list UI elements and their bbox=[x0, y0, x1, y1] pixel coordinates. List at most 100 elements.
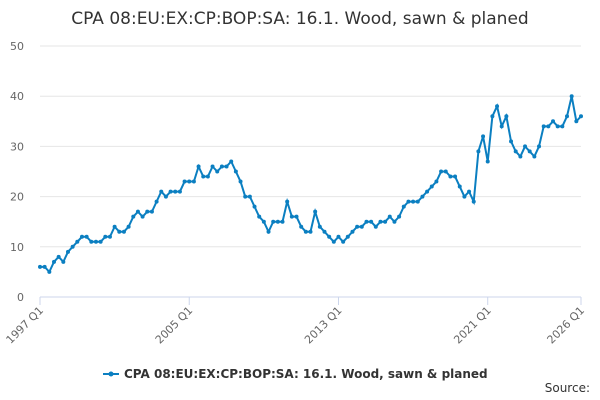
point bbox=[271, 219, 276, 224]
point bbox=[532, 154, 537, 159]
point bbox=[411, 199, 416, 204]
point bbox=[89, 239, 94, 244]
point bbox=[462, 194, 467, 199]
point bbox=[569, 94, 574, 99]
point bbox=[196, 164, 201, 169]
point bbox=[149, 209, 154, 214]
point bbox=[457, 184, 462, 189]
point bbox=[499, 124, 504, 129]
point bbox=[350, 229, 355, 234]
point bbox=[103, 234, 108, 239]
point bbox=[387, 214, 392, 219]
y-tick-label: 50 bbox=[10, 40, 24, 53]
point bbox=[140, 214, 145, 219]
point bbox=[159, 189, 164, 194]
point bbox=[243, 194, 248, 199]
point bbox=[565, 114, 570, 119]
point bbox=[233, 169, 238, 174]
point bbox=[373, 224, 378, 229]
point bbox=[327, 234, 332, 239]
y-tick-label: 10 bbox=[10, 241, 24, 254]
point bbox=[317, 224, 322, 229]
point bbox=[131, 214, 136, 219]
x-tick-label: 2026 Q1 bbox=[545, 304, 588, 347]
point bbox=[443, 169, 448, 174]
point bbox=[289, 214, 294, 219]
point bbox=[523, 144, 528, 149]
point bbox=[215, 169, 220, 174]
point bbox=[56, 254, 61, 259]
point bbox=[205, 174, 210, 179]
point bbox=[551, 119, 556, 124]
point bbox=[364, 219, 369, 224]
point bbox=[425, 189, 430, 194]
point bbox=[359, 224, 364, 229]
point bbox=[541, 124, 546, 129]
point bbox=[51, 259, 56, 264]
point bbox=[294, 214, 299, 219]
point bbox=[173, 189, 178, 194]
point bbox=[537, 144, 542, 149]
point bbox=[275, 219, 280, 224]
point bbox=[420, 194, 425, 199]
point bbox=[495, 104, 500, 109]
point bbox=[238, 179, 243, 184]
point bbox=[579, 114, 583, 119]
series-line bbox=[40, 95, 582, 274]
point bbox=[574, 119, 579, 124]
point bbox=[219, 164, 224, 169]
point bbox=[504, 114, 509, 119]
point bbox=[61, 259, 66, 264]
point bbox=[485, 159, 490, 164]
point bbox=[168, 189, 173, 194]
point bbox=[434, 179, 439, 184]
y-tick-label: 40 bbox=[10, 90, 24, 103]
point bbox=[415, 199, 420, 204]
point bbox=[154, 199, 159, 204]
x-tick-label: 1997 Q1 bbox=[4, 304, 47, 347]
point bbox=[182, 179, 187, 184]
y-tick-label: 20 bbox=[10, 191, 24, 204]
chart-title: CPA 08:EU:EX:CP:BOP:SA: 16.1. Wood, sawn… bbox=[71, 9, 528, 29]
point bbox=[527, 149, 532, 154]
point bbox=[322, 229, 327, 234]
point bbox=[177, 189, 182, 194]
point bbox=[429, 184, 434, 189]
point bbox=[481, 134, 486, 139]
x-tick-label: 2021 Q1 bbox=[451, 304, 494, 347]
point bbox=[126, 224, 131, 229]
point bbox=[47, 269, 52, 274]
point bbox=[84, 234, 89, 239]
point bbox=[406, 199, 411, 204]
x-tick-label: 2005 Q1 bbox=[153, 304, 196, 347]
point bbox=[285, 199, 290, 204]
point bbox=[313, 209, 318, 214]
point bbox=[518, 154, 523, 159]
point bbox=[467, 189, 472, 194]
point bbox=[308, 229, 313, 234]
point bbox=[280, 219, 285, 224]
y-tick-label: 0 bbox=[17, 291, 24, 304]
point bbox=[331, 239, 336, 244]
point bbox=[229, 159, 234, 164]
point bbox=[397, 214, 402, 219]
x-tick-label: 2013 Q1 bbox=[302, 304, 345, 347]
point bbox=[476, 149, 481, 154]
point bbox=[303, 229, 308, 234]
point bbox=[509, 139, 514, 144]
legend-marker bbox=[108, 371, 114, 377]
point bbox=[355, 224, 360, 229]
point bbox=[224, 164, 229, 169]
point bbox=[345, 234, 350, 239]
point bbox=[75, 239, 80, 244]
point bbox=[201, 174, 206, 179]
point bbox=[560, 124, 565, 129]
point bbox=[513, 149, 518, 154]
point bbox=[252, 204, 257, 209]
point bbox=[145, 209, 150, 214]
point bbox=[471, 199, 476, 204]
point bbox=[135, 209, 140, 214]
point bbox=[299, 224, 304, 229]
point bbox=[210, 164, 215, 169]
